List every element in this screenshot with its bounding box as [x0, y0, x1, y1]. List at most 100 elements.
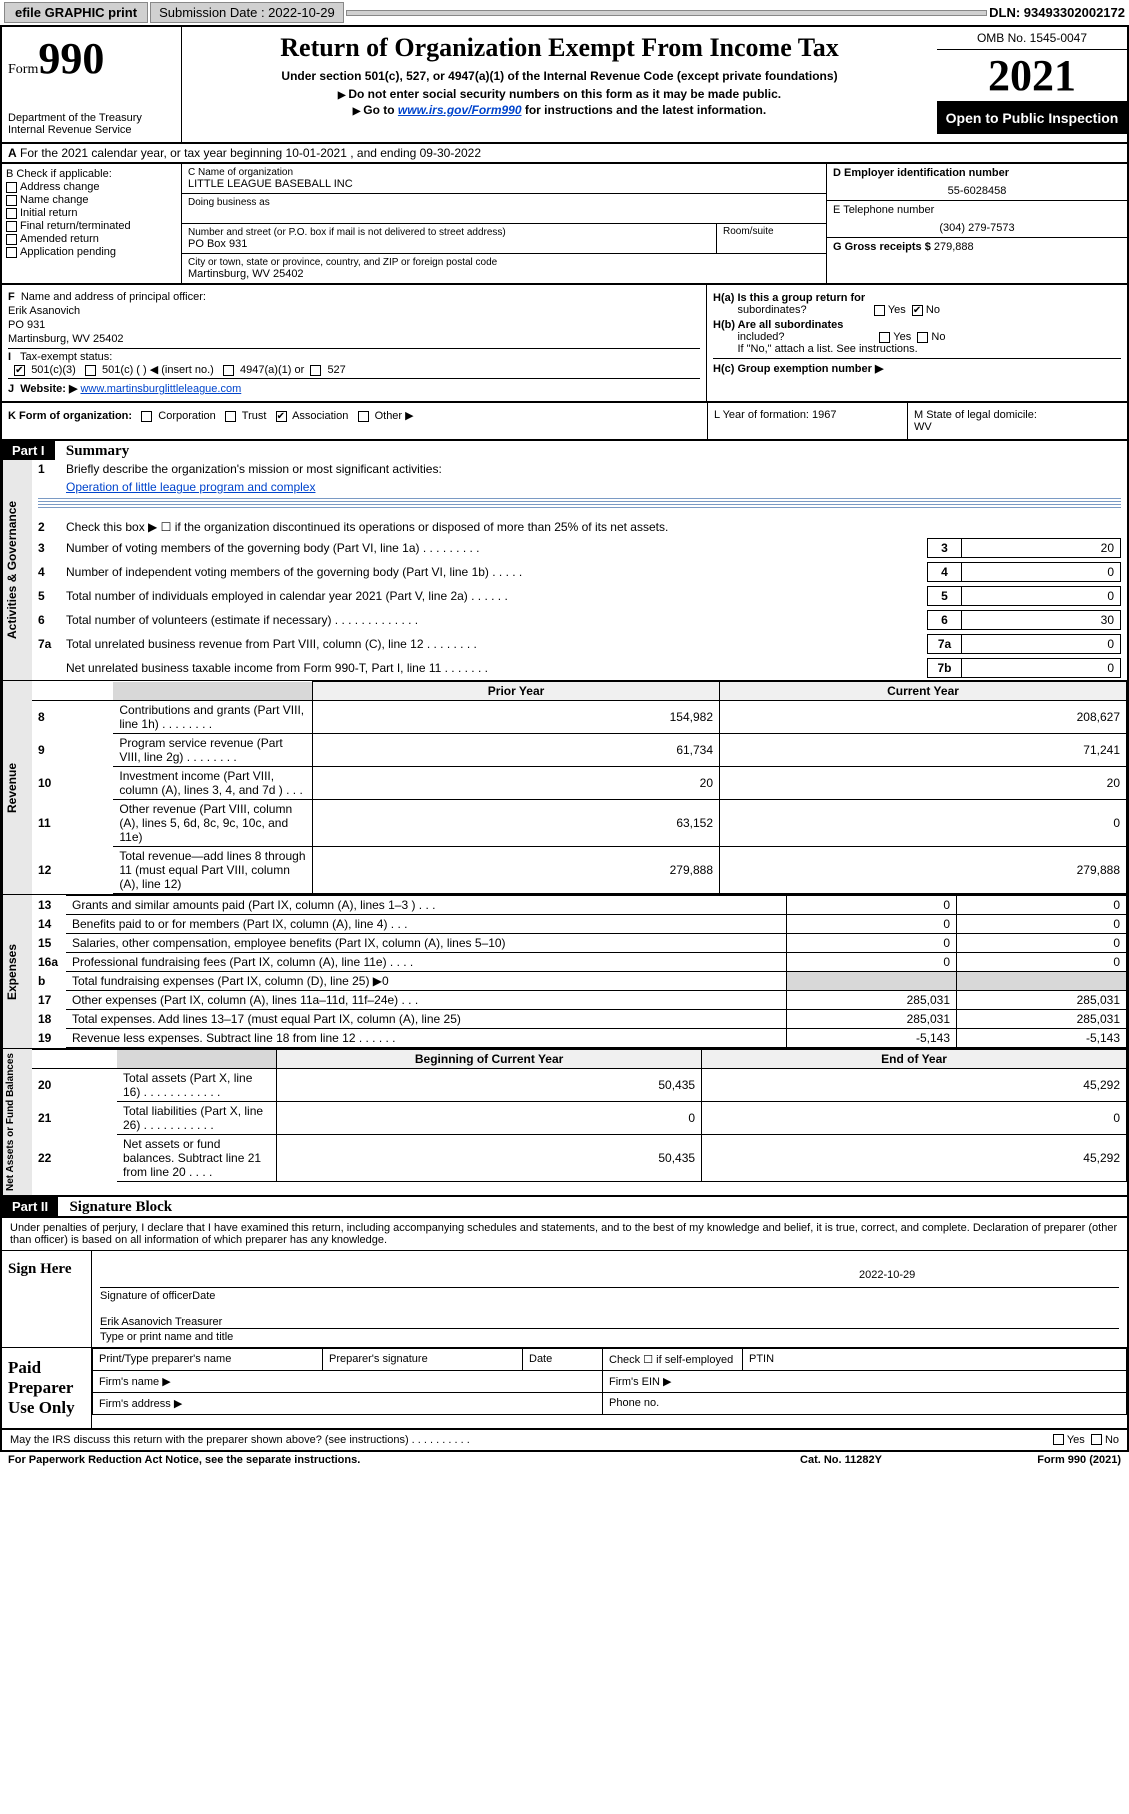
side-netassets: Net Assets or Fund Balances: [2, 1049, 32, 1195]
perjury-statement: Under penalties of perjury, I declare th…: [2, 1218, 1127, 1250]
sign-here-main: 2022-10-29 Signature of officerDate Erik…: [92, 1251, 1127, 1347]
header-middle: Return of Organization Exempt From Incom…: [182, 27, 937, 142]
form-number: Form990: [8, 33, 175, 84]
gross-value: 279,888: [934, 241, 974, 253]
website-link[interactable]: www.martinsburglittleleague.com: [80, 383, 241, 395]
irs-label: Internal Revenue Service: [8, 124, 175, 136]
col-b-title: B Check if applicable:: [6, 168, 177, 180]
chk-discuss-yes[interactable]: [1053, 1434, 1064, 1445]
line-i: I Tax-exempt status: 501(c)(3) 501(c) ( …: [8, 351, 700, 376]
chk-final-return[interactable]: Final return/terminated: [6, 220, 177, 232]
paid-preparer-main: Print/Type preparer's name Preparer's si…: [92, 1348, 1127, 1428]
chk-assoc[interactable]: [276, 411, 287, 422]
part-i-title: Summary: [58, 441, 137, 461]
note-ssn: Do not enter social security numbers on …: [188, 87, 931, 101]
paid-preparer-row: Paid Preparer Use Only Print/Type prepar…: [2, 1347, 1127, 1428]
section-f-through-j: F Name and address of principal officer:…: [0, 285, 1129, 403]
discuss-question: May the IRS discuss this return with the…: [10, 1434, 1053, 1446]
chk-4947[interactable]: [223, 365, 234, 376]
chk-address-change[interactable]: Address change: [6, 181, 177, 193]
typed-label: Type or print name and title: [100, 1331, 1119, 1343]
part-i-header: Part I: [2, 441, 55, 460]
discuss-no: No: [1105, 1434, 1119, 1446]
pt-name: Print/Type preparer's name: [93, 1349, 323, 1371]
name-label: C Name of organization: [188, 167, 820, 178]
line1-label: Briefly describe the organization's miss…: [66, 462, 1121, 476]
paid-preparer-label: Paid Preparer Use Only: [2, 1348, 92, 1428]
column-d-ein: D Employer identification number 55-6028…: [827, 164, 1127, 283]
org-name: LITTLE LEAGUE BASEBALL INC: [188, 178, 820, 190]
chk-ha-no[interactable]: [912, 305, 923, 316]
row-a-text: For the 2021 calendar year, or tax year …: [20, 146, 481, 160]
chk-application-pending[interactable]: Application pending: [6, 246, 177, 258]
officer-addr2: Martinsburg, WV 25402: [8, 333, 700, 349]
efile-print-button[interactable]: efile GRAPHIC print: [4, 2, 148, 23]
chk-ha-yes[interactable]: [874, 305, 885, 316]
signature-block: Under penalties of perjury, I declare th…: [0, 1218, 1129, 1430]
ein-label: D Employer identification number: [833, 167, 1121, 179]
officer-addr1: PO 931: [8, 319, 700, 331]
gross-label: G Gross receipts $: [833, 241, 931, 253]
room-suite: Room/suite: [716, 224, 826, 253]
dba-label: Doing business as: [188, 197, 820, 208]
pt-date: Date: [523, 1349, 603, 1371]
part-ii-title: Signature Block: [61, 1197, 180, 1217]
mission-text[interactable]: Operation of little league program and c…: [66, 480, 1121, 494]
fj-left: F Name and address of principal officer:…: [2, 285, 707, 401]
chk-trust[interactable]: [225, 411, 236, 422]
section-k-l-m: K Form of organization: Corporation Trus…: [0, 403, 1129, 441]
chk-amended-return[interactable]: Amended return: [6, 233, 177, 245]
chk-527[interactable]: [310, 365, 321, 376]
chk-name-change[interactable]: Name change: [6, 194, 177, 206]
discuss-yes: Yes: [1067, 1434, 1085, 1446]
pt-self-employed[interactable]: Check ☐ if self-employed: [603, 1349, 743, 1371]
chk-discuss-no[interactable]: [1091, 1434, 1102, 1445]
submission-date: Submission Date : 2022-10-29: [150, 2, 344, 23]
expenses-block: 13Grants and similar amounts paid (Part …: [32, 895, 1127, 1048]
gross-cell: G Gross receipts $ 279,888: [827, 238, 1127, 256]
note-goto: Go to www.irs.gov/Form990 for instructio…: [188, 103, 931, 117]
addr-label: Number and street (or P.O. box if mail i…: [188, 227, 710, 238]
line-f: F Name and address of principal officer:: [8, 291, 700, 303]
chk-501c3[interactable]: [14, 365, 25, 376]
chk-hb-yes[interactable]: [879, 332, 890, 343]
city-label: City or town, state or province, country…: [188, 257, 820, 268]
tax-year: 2021: [937, 50, 1127, 102]
header-right: OMB No. 1545-0047 2021 Open to Public In…: [937, 27, 1127, 142]
chk-501c[interactable]: [85, 365, 96, 376]
line-j: J Website: ▶ www.martinsburglittleleague…: [8, 378, 700, 395]
row-a-tax-year: A For the 2021 calendar year, or tax yea…: [0, 144, 1129, 164]
top-toolbar: efile GRAPHIC print Submission Date : 20…: [0, 0, 1129, 27]
part-ii: Part II Signature Block: [0, 1197, 1129, 1218]
goto-pre: Go to: [363, 103, 398, 117]
k-form-org: K Form of organization: Corporation Trus…: [2, 403, 707, 439]
tel-label: E Telephone number: [833, 204, 1121, 216]
form-subtitle: Under section 501(c), 527, or 4947(a)(1)…: [188, 69, 931, 83]
form-990-number: 990: [38, 34, 104, 83]
irs-link[interactable]: www.irs.gov/Form990: [398, 103, 522, 117]
chk-hb-no[interactable]: [917, 332, 928, 343]
chk-other[interactable]: [358, 411, 369, 422]
goto-post: for instructions and the latest informat…: [522, 103, 767, 117]
sig-officer-label: Signature of officer: [100, 1290, 192, 1302]
pt-sig: Preparer's signature: [323, 1349, 523, 1371]
main-info-block: B Check if applicable: Address change Na…: [0, 164, 1129, 285]
form-prefix: Form: [8, 62, 38, 77]
th-end: End of Year: [702, 1050, 1127, 1069]
officer-name: Erik Asanovich: [8, 305, 700, 317]
sign-here-label: Sign Here: [2, 1251, 92, 1347]
chk-initial-return[interactable]: Initial return: [6, 207, 177, 219]
h-b: H(b) Are all subordinates included? Yes …: [713, 319, 1121, 355]
cat-no: Cat. No. 11282Y: [741, 1454, 941, 1466]
chk-corp[interactable]: [141, 411, 152, 422]
revenue-table: Prior YearCurrent Year 8Contributions an…: [32, 681, 1127, 894]
summary-top: 1Briefly describe the organization's mis…: [32, 460, 1127, 680]
h-c: H(c) Group exemption number ▶: [713, 358, 1121, 375]
footer: For Paperwork Reduction Act Notice, see …: [0, 1452, 1129, 1468]
th-beginning: Beginning of Current Year: [277, 1050, 702, 1069]
side-expenses: Expenses: [2, 895, 32, 1048]
row-a-label: A: [8, 146, 17, 160]
part-i: Part I Summary Activities & Governance 1…: [0, 441, 1129, 1197]
paid-preparer-table: Print/Type preparer's name Preparer's si…: [92, 1348, 1127, 1415]
form-header: Form990 Department of the Treasury Inter…: [0, 27, 1129, 144]
